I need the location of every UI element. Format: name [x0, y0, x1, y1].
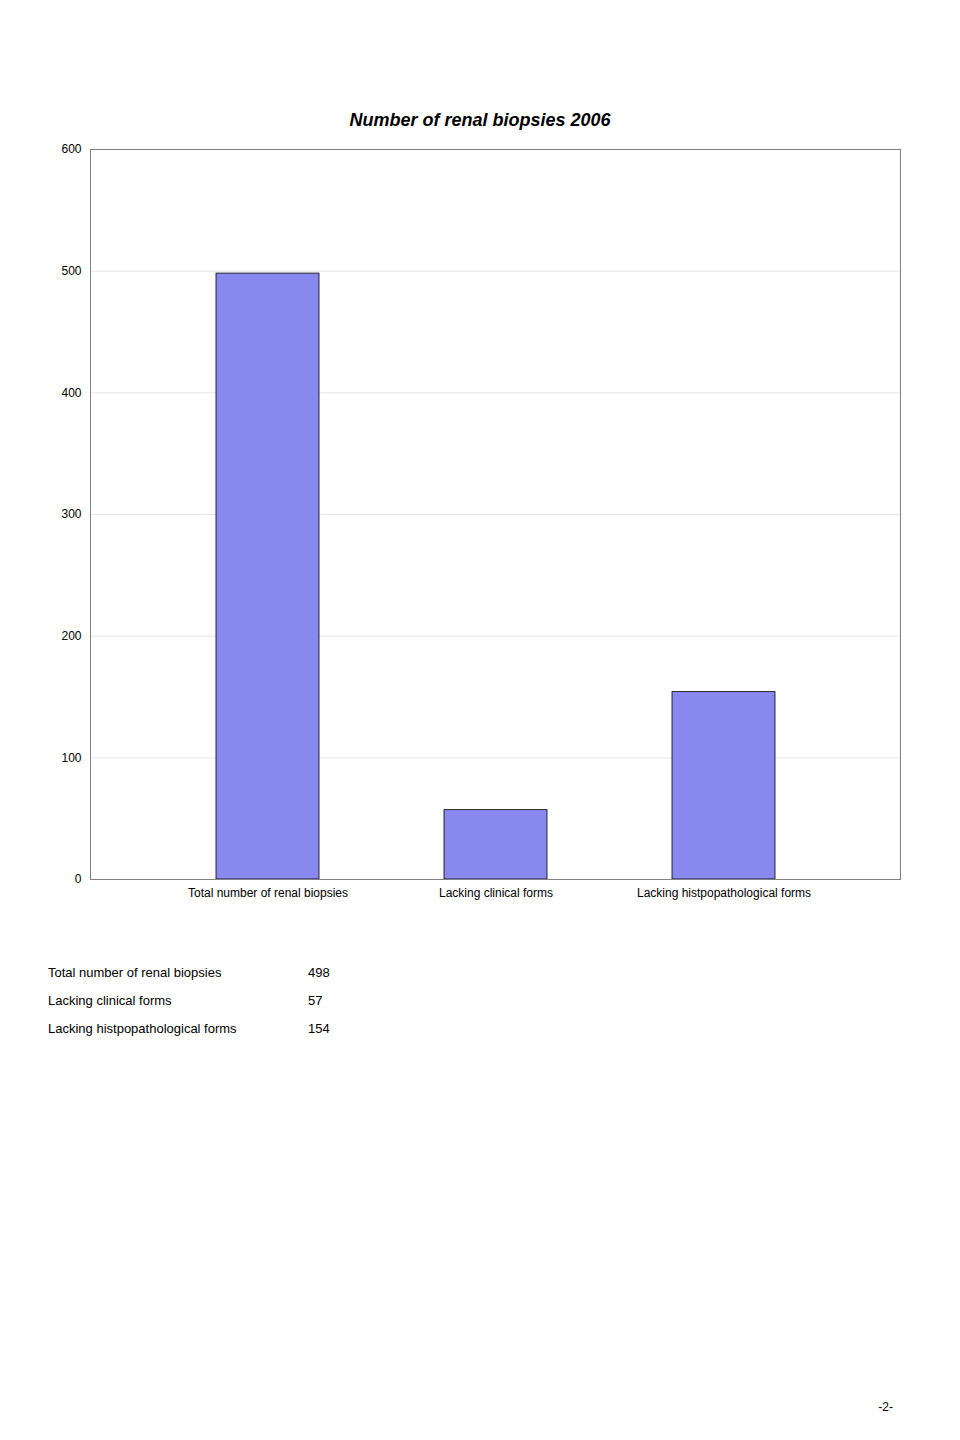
svg-text:Lacking clinical forms: Lacking clinical forms	[439, 886, 553, 900]
svg-text:100: 100	[61, 751, 81, 765]
html-text:-2-: -2-	[878, 1400, 893, 1414]
html-text:57: 57	[308, 993, 323, 1008]
svg-text:200: 200	[61, 629, 81, 643]
svg-text:400: 400	[61, 386, 81, 400]
svg-text:0: 0	[75, 872, 82, 886]
html-text:Number of renal biopsies 2006: Number of renal biopsies 2006	[349, 110, 611, 130]
svg-text:Total number of renal biopsies: Total number of renal biopsies	[188, 886, 348, 900]
svg-text:500: 500	[61, 264, 81, 278]
html-text:Lacking clinical forms: Lacking clinical forms	[48, 993, 172, 1008]
html-text:498: 498	[308, 965, 330, 980]
html-text:Lacking histpopathological for: Lacking histpopathological forms	[48, 1021, 237, 1036]
svg-text:600: 600	[61, 142, 81, 156]
html-text:154: 154	[308, 1021, 330, 1036]
html-text:Total number of renal biopsies: Total number of renal biopsies	[48, 965, 222, 980]
svg-text:Lacking histpopathological for: Lacking histpopathological forms	[637, 886, 811, 900]
svg-text:300: 300	[61, 507, 81, 521]
